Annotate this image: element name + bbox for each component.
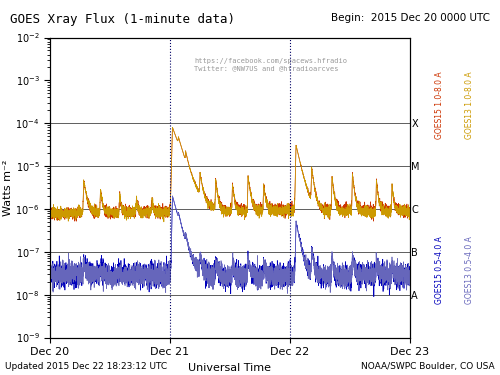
Text: Updated 2015 Dec 22 18:23:12 UTC: Updated 2015 Dec 22 18:23:12 UTC (5, 362, 167, 371)
Text: NOAA/SWPC Boulder, CO USA: NOAA/SWPC Boulder, CO USA (362, 362, 495, 371)
Text: GOES13 1.0-8.0 A: GOES13 1.0-8.0 A (466, 71, 474, 139)
Text: GOES15 1.0-8.0 A: GOES15 1.0-8.0 A (436, 71, 444, 139)
Text: GOES13 0.5-4.0 A: GOES13 0.5-4.0 A (466, 236, 474, 304)
Text: https://facebook.com/spacews.hfradio
Twitter: @NW7US and @hfradioarcves: https://facebook.com/spacews.hfradio Twi… (194, 58, 347, 72)
Text: GOES Xray Flux (1-minute data): GOES Xray Flux (1-minute data) (10, 13, 235, 26)
Y-axis label: Watts m⁻²: Watts m⁻² (2, 159, 12, 216)
X-axis label: Universal Time: Universal Time (188, 363, 272, 373)
Text: GOES15 0.5-4.0 A: GOES15 0.5-4.0 A (436, 236, 444, 304)
Text: Begin:  2015 Dec 20 0000 UTC: Begin: 2015 Dec 20 0000 UTC (331, 13, 490, 23)
